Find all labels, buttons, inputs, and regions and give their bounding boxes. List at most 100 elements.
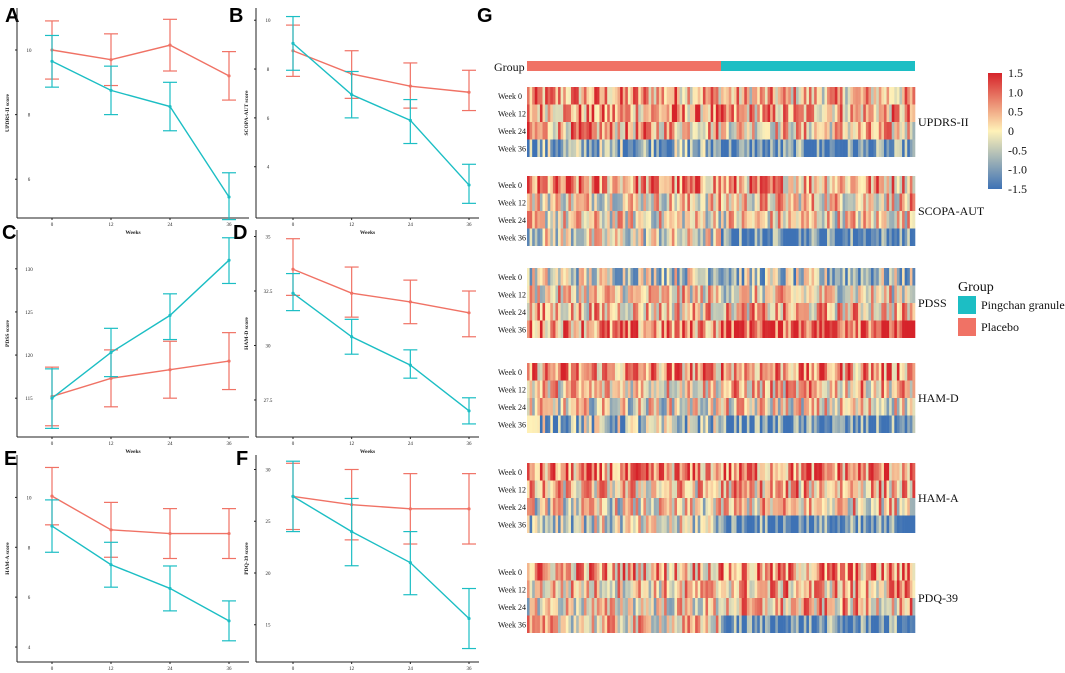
heatmap-cell [896, 615, 900, 633]
heatmap-cell [555, 615, 559, 633]
heatmap-cell [733, 87, 737, 105]
heatmap-cell [775, 211, 779, 229]
heatmap-cell [677, 415, 680, 433]
heatmap-cell [679, 580, 683, 598]
series-line-placebo [292, 50, 470, 93]
heatmap-cell [827, 211, 830, 229]
heatmap-cell [542, 580, 546, 598]
heatmap-cell [674, 498, 678, 516]
heatmap-cell [550, 228, 554, 246]
heatmap-cell [806, 320, 810, 338]
heatmap-cell [855, 580, 859, 598]
heatmap-cell [599, 515, 603, 533]
heatmap-cell [806, 176, 810, 194]
heatmap-cell [539, 139, 543, 157]
heatmap-cell [847, 139, 851, 157]
heatmap-cell [547, 122, 551, 140]
heatmap-cell [679, 228, 683, 246]
heatmap-cell [759, 463, 763, 481]
heatmap-cell [845, 87, 849, 105]
heatmap-cell [648, 228, 652, 246]
heatmap-cell [573, 211, 577, 229]
heatmap-cell [842, 176, 846, 194]
heatmap-cell [648, 176, 652, 194]
heatmap-cell [767, 303, 771, 321]
heatmap-cell [705, 303, 709, 321]
heatmap-cell [612, 228, 616, 246]
heatmap-cell [896, 463, 900, 481]
heatmap-cell [570, 398, 574, 416]
heatmap-cell [873, 563, 877, 581]
heatmap-cell [764, 87, 768, 105]
heatmap-cell [764, 193, 768, 211]
heatmap-cell [871, 285, 874, 303]
heatmap-cell [715, 228, 719, 246]
heatmap-cell [687, 463, 691, 481]
heatmap-cell [708, 480, 711, 498]
heatmap-cell [811, 498, 815, 516]
heatmap-cell [749, 398, 753, 416]
heatmap-cell [645, 480, 649, 498]
heatmap-cell [586, 615, 590, 633]
heatmap-cell [889, 580, 893, 598]
heatmap-cell [834, 415, 838, 433]
heatmap-cell [620, 480, 624, 498]
heatmap-cell [811, 268, 815, 286]
heatmap-cell [886, 363, 890, 381]
heatmap-cell [845, 122, 849, 140]
heatmap-cell [684, 398, 688, 416]
heatmap-cell [677, 211, 680, 229]
heatmap-cell [648, 104, 652, 122]
colorbar-tick-label: 1.5 [1008, 66, 1023, 80]
heatmap-cell [777, 122, 781, 140]
heatmap-cell [808, 398, 812, 416]
group-bar-pingchan [721, 61, 915, 71]
heatmap-cell [796, 380, 799, 398]
heatmap-cell [889, 211, 893, 229]
heatmap-cell [645, 303, 649, 321]
heatmap-cell [542, 139, 546, 157]
heatmap-cell [899, 615, 903, 633]
heatmap-cell [801, 463, 805, 481]
legend-label-pingchan: Pingchan granule [981, 298, 1065, 312]
heatmap-cell [757, 320, 761, 338]
heatmap-cell [733, 563, 737, 581]
heatmap-cell [873, 87, 877, 105]
heatmap-row-label: Week 0 [498, 368, 522, 377]
heatmap-cell [578, 380, 582, 398]
heatmap-cell [677, 563, 680, 581]
heatmap-cell [868, 320, 872, 338]
heatmap-cell [726, 211, 730, 229]
heatmap-cell [560, 320, 564, 338]
heatmap-cell [609, 104, 613, 122]
heatmap-cell [827, 480, 830, 498]
heatmap-cell [803, 104, 807, 122]
heatmap-cell [563, 104, 567, 122]
heatmap-cell [871, 463, 874, 481]
heatmap-cell [555, 415, 559, 433]
heatmap-cell [741, 563, 745, 581]
heatmap-cell [713, 193, 717, 211]
heatmap-cell [909, 515, 913, 533]
heatmap-cell [612, 563, 616, 581]
heatmap-cell [863, 363, 867, 381]
heatmap-cell [674, 122, 678, 140]
heatmap-cell [829, 463, 833, 481]
heatmap-cell [757, 122, 761, 140]
heatmap-cell [808, 580, 812, 598]
heatmap-cell [770, 463, 774, 481]
heatmap-cell [845, 211, 849, 229]
heatmap-cell [728, 480, 732, 498]
data-point-pingchan [50, 59, 54, 63]
heatmap-cell [736, 176, 740, 194]
heatmap-cell [891, 515, 895, 533]
heatmap-cell [896, 515, 900, 533]
heatmap-cell [767, 104, 771, 122]
heatmap-cell [829, 598, 833, 616]
heatmap-cell [633, 228, 636, 246]
heatmap-cell [803, 380, 807, 398]
heatmap-cell [832, 320, 836, 338]
heatmap-cell [909, 228, 913, 246]
heatmap-cell [839, 285, 843, 303]
heatmap-cell [775, 363, 779, 381]
